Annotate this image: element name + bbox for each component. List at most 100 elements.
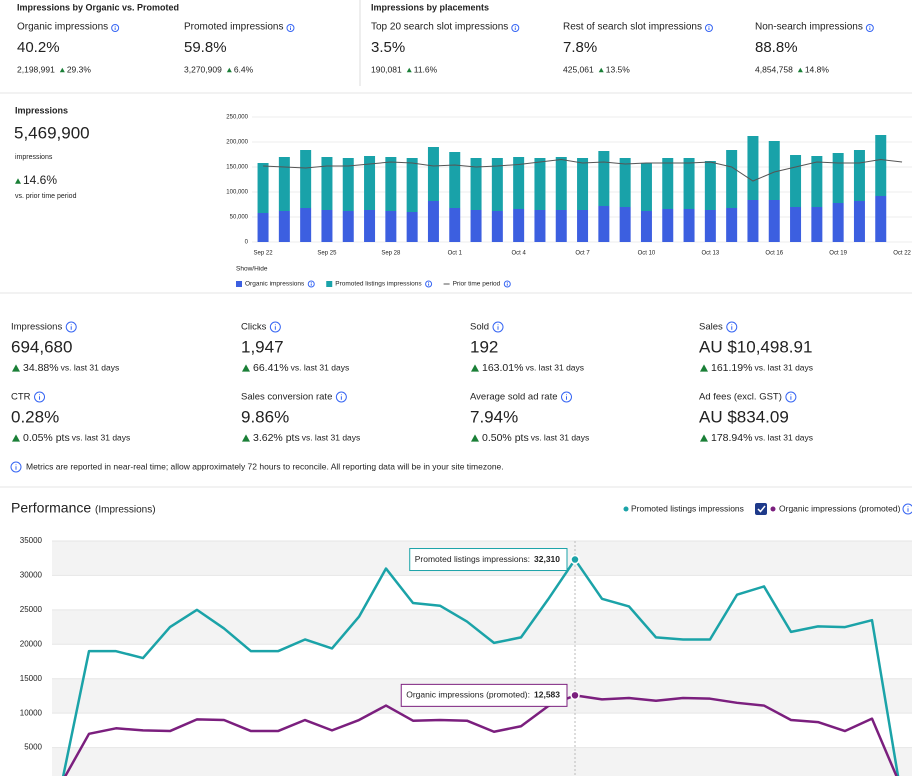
info-icon <box>708 25 710 27</box>
x-tick-label: Oct 16 <box>765 251 783 257</box>
metric-value: 59.8% <box>184 39 227 56</box>
checkbox[interactable] <box>755 503 767 515</box>
bar-segment <box>619 207 631 242</box>
y-tick-label: 15000 <box>20 674 43 683</box>
y-tick-label: 20000 <box>20 639 43 648</box>
bar-segment <box>811 156 823 207</box>
section-title: Impressions by Organic vs. Promoted <box>17 2 179 12</box>
metric-count: 2,198,991 <box>17 64 55 74</box>
info-icon <box>70 324 72 326</box>
metric-change: 66.41% <box>253 362 289 374</box>
up-arrow <box>242 364 250 372</box>
metric-value: 9.86% <box>241 407 289 426</box>
y-tick-label: 30000 <box>20 571 43 580</box>
info-icon <box>907 506 909 508</box>
metric-change: 34.88% <box>23 362 59 374</box>
bar-segment <box>555 210 567 242</box>
chart-title: Performance <box>11 500 91 516</box>
metric-note: vs. last 31 days <box>525 362 584 372</box>
info-icon <box>65 321 77 333</box>
bar-segment <box>619 158 631 207</box>
metric-value: 0.28% <box>11 407 59 426</box>
info-icon <box>704 24 713 32</box>
legend-label: Prior time period <box>453 281 501 288</box>
legend-label: Promoted listings impressions <box>631 503 744 513</box>
info-icon <box>865 24 874 32</box>
metric-change: 11.6% <box>414 64 438 74</box>
metric-change: 178.94% <box>711 432 752 444</box>
y-tick-label: 0 <box>245 240 249 246</box>
bar-segment <box>385 157 397 211</box>
bar-segment <box>640 163 652 211</box>
metric-label: Sold <box>470 322 489 333</box>
info-icon <box>274 324 276 326</box>
y-tick-label: 100,000 <box>226 190 248 196</box>
up-arrow <box>700 434 708 442</box>
metric-change: 6.4% <box>234 64 254 74</box>
legend-swatch <box>236 281 242 287</box>
metric-note: vs. last 31 days <box>754 432 813 442</box>
metric-value: 1,947 <box>241 337 284 356</box>
up-arrow <box>226 67 232 73</box>
bar-segment <box>321 157 333 210</box>
summary-note: vs. prior time period <box>15 193 77 200</box>
bar-segment <box>449 208 461 242</box>
bar-segment <box>513 157 525 209</box>
metric-value: 3.5% <box>371 39 405 56</box>
metric-note: vs. last 31 days <box>531 432 590 442</box>
y-tick-label: 25000 <box>20 605 43 614</box>
legend-title: Show/Hide <box>236 266 268 273</box>
info-icon <box>307 280 315 288</box>
bar-segment <box>704 161 716 210</box>
x-tick-label: Sep 25 <box>317 251 337 257</box>
x-tick-label: Oct 10 <box>638 251 656 257</box>
metric-value: 40.2% <box>17 39 60 56</box>
bar-segment <box>875 135 887 196</box>
up-arrow <box>471 364 479 372</box>
bar-segment <box>364 210 376 242</box>
metric-note: vs. last 31 days <box>291 362 350 372</box>
bar-segment <box>832 153 844 203</box>
bar-segment <box>406 158 418 212</box>
info-icon <box>269 321 281 333</box>
x-tick-label: Oct 13 <box>702 251 720 257</box>
bar-segment <box>683 209 695 242</box>
bar-segment <box>853 201 865 242</box>
summary-value: 5,469,900 <box>14 123 90 142</box>
info-icon <box>111 24 120 32</box>
metric-label: Clicks <box>241 322 267 333</box>
bar-segment <box>321 210 333 242</box>
metric-change: 3.62% pts <box>253 432 300 444</box>
bar-segment <box>534 158 546 210</box>
info-icon <box>425 280 433 288</box>
bar-segment <box>427 147 439 201</box>
notice: Metrics are reported in near-real time; … <box>26 461 504 471</box>
info-icon <box>34 391 46 403</box>
legend-dot <box>623 506 629 512</box>
x-tick-label: Oct 4 <box>511 251 526 257</box>
bar-segment <box>491 211 503 242</box>
up-arrow <box>797 67 803 73</box>
bar-segment <box>555 157 567 210</box>
metric-label: CTR <box>11 392 31 403</box>
x-tick-label: Oct 7 <box>575 251 590 257</box>
metric-label: Rest of search slot impressions <box>563 22 702 33</box>
bar-segment <box>342 211 354 242</box>
legend-swatch <box>326 281 333 287</box>
info-icon <box>310 282 312 284</box>
bar-segment <box>598 206 610 242</box>
info-icon <box>492 321 504 333</box>
legend-label: Promoted listings impressions <box>335 281 422 288</box>
metric-note: vs. last 31 days <box>754 362 813 372</box>
tooltip <box>400 683 568 707</box>
info-icon <box>10 461 22 473</box>
info-icon <box>428 282 430 284</box>
legend-label: Organic impressions (promoted) <box>779 503 901 513</box>
metric-label: Organic impressions <box>17 22 108 33</box>
x-tick-label: Sep 28 <box>381 251 401 257</box>
metric-value: 7.94% <box>470 407 518 426</box>
bar-segment <box>704 210 716 242</box>
bar-segment <box>640 211 652 242</box>
up-arrow <box>700 364 708 372</box>
